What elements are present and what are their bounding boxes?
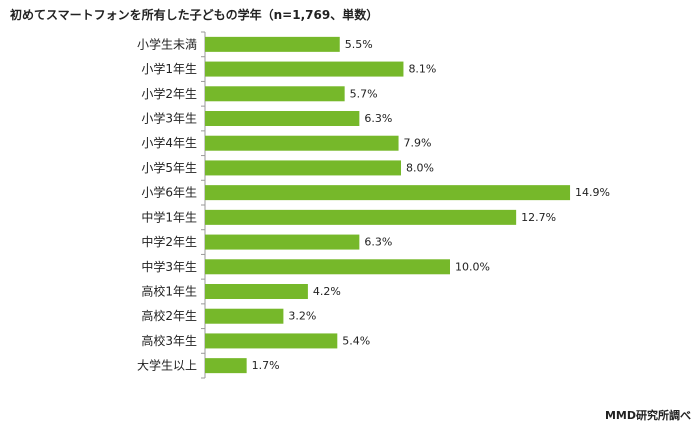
- data-label: 14.9%: [575, 186, 610, 199]
- category-label: 小学3年生: [141, 111, 197, 126]
- category-label: 高校3年生: [141, 333, 197, 348]
- bar: [205, 234, 360, 250]
- bar: [205, 358, 247, 374]
- category-label: 中学3年生: [141, 259, 197, 274]
- bar: [205, 135, 399, 151]
- data-label: 5.7%: [350, 87, 378, 100]
- category-label: 小学2年生: [141, 86, 197, 101]
- data-label: 4.2%: [313, 285, 341, 298]
- category-label: 小学1年生: [141, 61, 197, 76]
- category-label: 小学生未満: [137, 36, 197, 51]
- category-label: 高校2年生: [141, 308, 197, 323]
- data-label: 12.7%: [521, 211, 556, 224]
- bar: [205, 36, 340, 52]
- bar: [205, 185, 571, 201]
- data-label: 8.0%: [406, 161, 434, 174]
- data-label: 7.9%: [404, 137, 432, 150]
- category-label: 小学5年生: [141, 160, 197, 175]
- source-note: MMD研究所調べ: [604, 409, 691, 422]
- category-label: 小学4年生: [141, 135, 197, 150]
- bar: [205, 61, 404, 77]
- data-label: 5.4%: [342, 334, 370, 347]
- category-label: 高校1年生: [141, 284, 197, 299]
- data-label: 10.0%: [455, 260, 490, 273]
- data-label: 6.3%: [364, 112, 392, 125]
- data-label: 5.5%: [345, 38, 373, 51]
- bar: [205, 333, 338, 349]
- bar: [205, 86, 345, 102]
- category-label: 小学6年生: [141, 185, 197, 200]
- bar: [205, 259, 450, 275]
- bar: [205, 308, 284, 324]
- category-label: 中学2年生: [141, 234, 197, 249]
- data-label: 6.3%: [364, 236, 392, 249]
- data-label: 3.2%: [288, 310, 316, 323]
- category-label: 大学生以上: [137, 358, 197, 373]
- data-label: 1.7%: [252, 359, 280, 372]
- category-label: 中学1年生: [141, 209, 197, 224]
- bar: [205, 160, 401, 176]
- bar: [205, 284, 308, 299]
- chart-title: 初めてスマートフォンを所有した子どもの学年（n=1,769、単数）: [10, 8, 379, 22]
- data-label: 8.1%: [408, 63, 436, 76]
- bar: [205, 209, 517, 225]
- bar: [205, 111, 360, 126]
